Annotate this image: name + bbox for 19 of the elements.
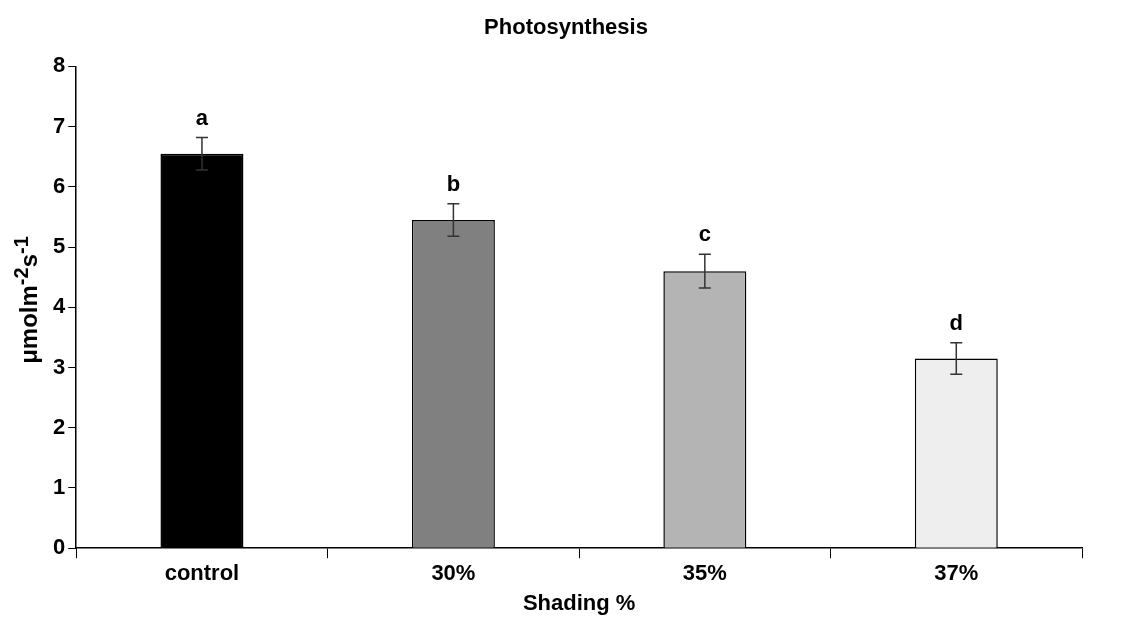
annotation: c [698, 221, 711, 247]
x-tick-label: 30% [431, 560, 476, 586]
x-tick-label: 37% [934, 560, 979, 586]
y-tick-label: 7 [52, 112, 66, 138]
annotation: d [949, 309, 964, 335]
y-tick-label: 6 [52, 172, 66, 198]
chart-title: Photosynthesis [484, 14, 648, 40]
y-tick-label: 2 [52, 413, 66, 439]
y-tick-label: 5 [52, 233, 66, 259]
annotation: a [195, 104, 209, 130]
x-tick-label: control [164, 560, 240, 586]
x-tick-label: 35% [682, 560, 727, 586]
annotation: b [446, 170, 461, 196]
y-tick-label: 0 [52, 534, 66, 560]
y-tick-label: 3 [52, 353, 66, 379]
y-tick-label: 8 [52, 52, 66, 78]
x-axis-title: Shading % [522, 589, 636, 615]
y-tick-label: 4 [52, 293, 66, 319]
y-tick-label: 1 [52, 474, 66, 500]
